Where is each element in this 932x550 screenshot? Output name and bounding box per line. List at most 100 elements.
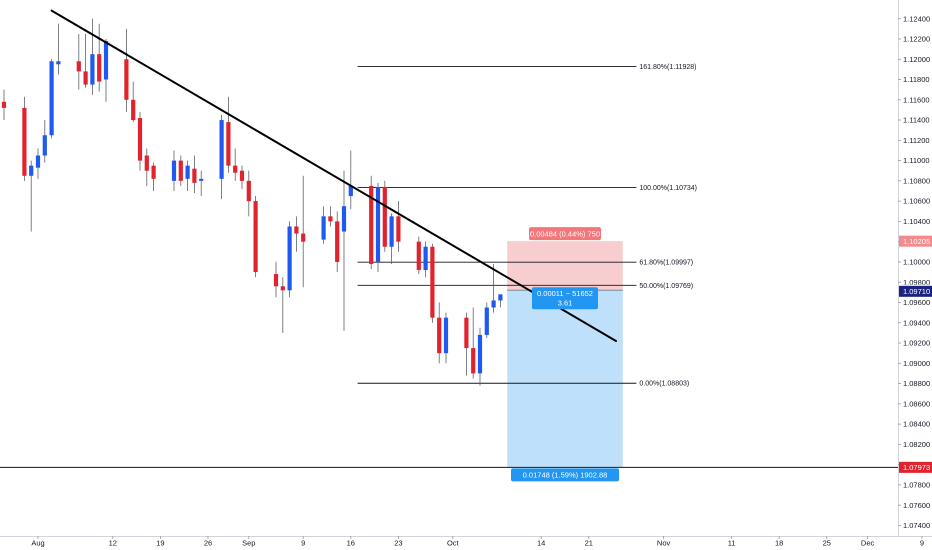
price-tag-label: 1.07973 xyxy=(903,463,930,472)
candle-down[interactable] xyxy=(273,274,279,287)
time-axis-bg xyxy=(0,536,932,550)
x-tick-label: 14 xyxy=(537,539,545,548)
candle-down[interactable] xyxy=(280,286,285,291)
fib-level-label: 50.00%(1.09769) xyxy=(639,283,693,290)
candle-up[interactable] xyxy=(477,334,483,374)
y-tick-label: 1.10600 xyxy=(903,197,930,206)
y-tick-label: 1.10400 xyxy=(903,217,930,226)
y-tick-label: 1.09600 xyxy=(903,298,930,307)
take-profit-label: 0.01748 (1.59%) 1902.88 xyxy=(523,471,608,480)
candle-down[interactable] xyxy=(192,168,197,183)
x-tick-label: 16 xyxy=(347,539,355,548)
x-tick-label: Oct xyxy=(447,539,460,548)
candle-up[interactable] xyxy=(219,120,224,179)
stop-label-box xyxy=(529,227,601,241)
candle-up[interactable] xyxy=(42,135,47,156)
candle-up[interactable] xyxy=(375,186,381,262)
candle-up[interactable] xyxy=(348,185,353,197)
candle-down[interactable] xyxy=(226,122,231,166)
candle-down[interactable] xyxy=(382,186,387,247)
candle-up[interactable] xyxy=(287,226,292,291)
y-tick-label: 1.11400 xyxy=(903,116,930,125)
candle-down[interactable] xyxy=(335,221,340,262)
y-tick-label: 1.08600 xyxy=(903,399,930,408)
candle-up[interactable] xyxy=(484,307,489,335)
y-tick-label: 1.08800 xyxy=(903,379,930,388)
candle-up[interactable] xyxy=(90,54,95,85)
y-tick-label: 1.08200 xyxy=(903,440,930,449)
candle-up[interactable] xyxy=(389,216,394,247)
candle-down[interactable] xyxy=(464,317,469,349)
candle-up[interactable] xyxy=(185,165,190,179)
price-tag-label: 1.10205 xyxy=(903,237,930,246)
y-tick-label: 1.09200 xyxy=(903,339,930,348)
entry-label-box xyxy=(532,287,598,310)
candle-up[interactable] xyxy=(341,206,347,232)
candle-down[interactable] xyxy=(22,107,27,176)
x-tick-label: 19 xyxy=(156,539,164,548)
candle-down[interactable] xyxy=(76,61,81,72)
x-tick-label: 21 xyxy=(585,539,593,548)
candle-down[interactable] xyxy=(178,160,183,181)
y-tick-label: 1.10000 xyxy=(903,258,930,267)
candle-down[interactable] xyxy=(83,71,88,85)
y-tick-label: 1.12400 xyxy=(903,14,930,23)
candle-down[interactable] xyxy=(396,216,401,242)
candle-up[interactable] xyxy=(35,155,41,168)
x-tick-label: Dec xyxy=(861,539,875,548)
price-tag-box xyxy=(899,235,932,247)
candle-up[interactable] xyxy=(29,165,34,176)
candle-up[interactable] xyxy=(321,216,326,240)
take-profit-zone[interactable] xyxy=(507,290,623,468)
y-tick-label: 1.07600 xyxy=(903,501,930,510)
candle-down[interactable] xyxy=(301,233,306,242)
candle-down[interactable] xyxy=(1,101,7,108)
candle-down[interactable] xyxy=(328,216,333,222)
candle-down[interactable] xyxy=(416,241,421,271)
candle-up[interactable] xyxy=(491,300,496,308)
x-tick-label: 25 xyxy=(823,539,831,548)
y-tick-label: 1.10800 xyxy=(903,176,930,185)
y-tick-label: 1.11600 xyxy=(903,95,930,104)
y-tick-label: 1.11800 xyxy=(903,75,930,84)
candle-up[interactable] xyxy=(56,61,61,65)
candle-up[interactable] xyxy=(423,246,428,271)
trendline[interactable] xyxy=(50,9,617,342)
y-tick-label: 1.12000 xyxy=(903,55,930,64)
x-tick-label: 9 xyxy=(301,539,305,548)
candle-down[interactable] xyxy=(124,59,129,100)
candle-up[interactable] xyxy=(49,61,54,136)
fib-level-label: 161.80%(1.11928) xyxy=(639,64,696,71)
y-tick-label: 1.08400 xyxy=(903,420,930,429)
candle-down[interactable] xyxy=(471,348,476,374)
candle-down[interactable] xyxy=(430,246,435,318)
y-tick-label: 1.11000 xyxy=(903,156,930,165)
candle-up[interactable] xyxy=(171,160,177,181)
x-tick-label: 18 xyxy=(775,539,783,548)
candle-up[interactable] xyxy=(498,294,503,301)
candle-down[interactable] xyxy=(369,185,374,264)
candle-down[interactable] xyxy=(137,118,143,161)
candle-down[interactable] xyxy=(246,180,251,202)
candle-down[interactable] xyxy=(131,99,136,121)
candle-down[interactable] xyxy=(437,317,442,354)
y-tick-label: 1.07400 xyxy=(903,521,930,530)
price-tag-box xyxy=(899,461,932,473)
candle-down[interactable] xyxy=(253,201,258,273)
candle-down[interactable] xyxy=(97,54,102,82)
candle-up[interactable] xyxy=(199,178,204,181)
candle-down[interactable] xyxy=(233,165,238,173)
candle-up[interactable] xyxy=(443,317,449,354)
stop-loss-zone[interactable] xyxy=(507,241,623,291)
entry-label-line2: 3.61 xyxy=(558,299,573,308)
candle-down[interactable] xyxy=(144,155,149,171)
candle-down[interactable] xyxy=(151,165,156,179)
x-tick-label: 23 xyxy=(394,539,402,548)
x-tick-label: 9 xyxy=(920,539,924,548)
candle-down[interactable] xyxy=(239,170,245,181)
candle-down[interactable] xyxy=(294,226,299,234)
candle-up[interactable] xyxy=(103,40,109,80)
stop-loss-label: 0.00484 (0.44%) 750 xyxy=(530,229,600,238)
